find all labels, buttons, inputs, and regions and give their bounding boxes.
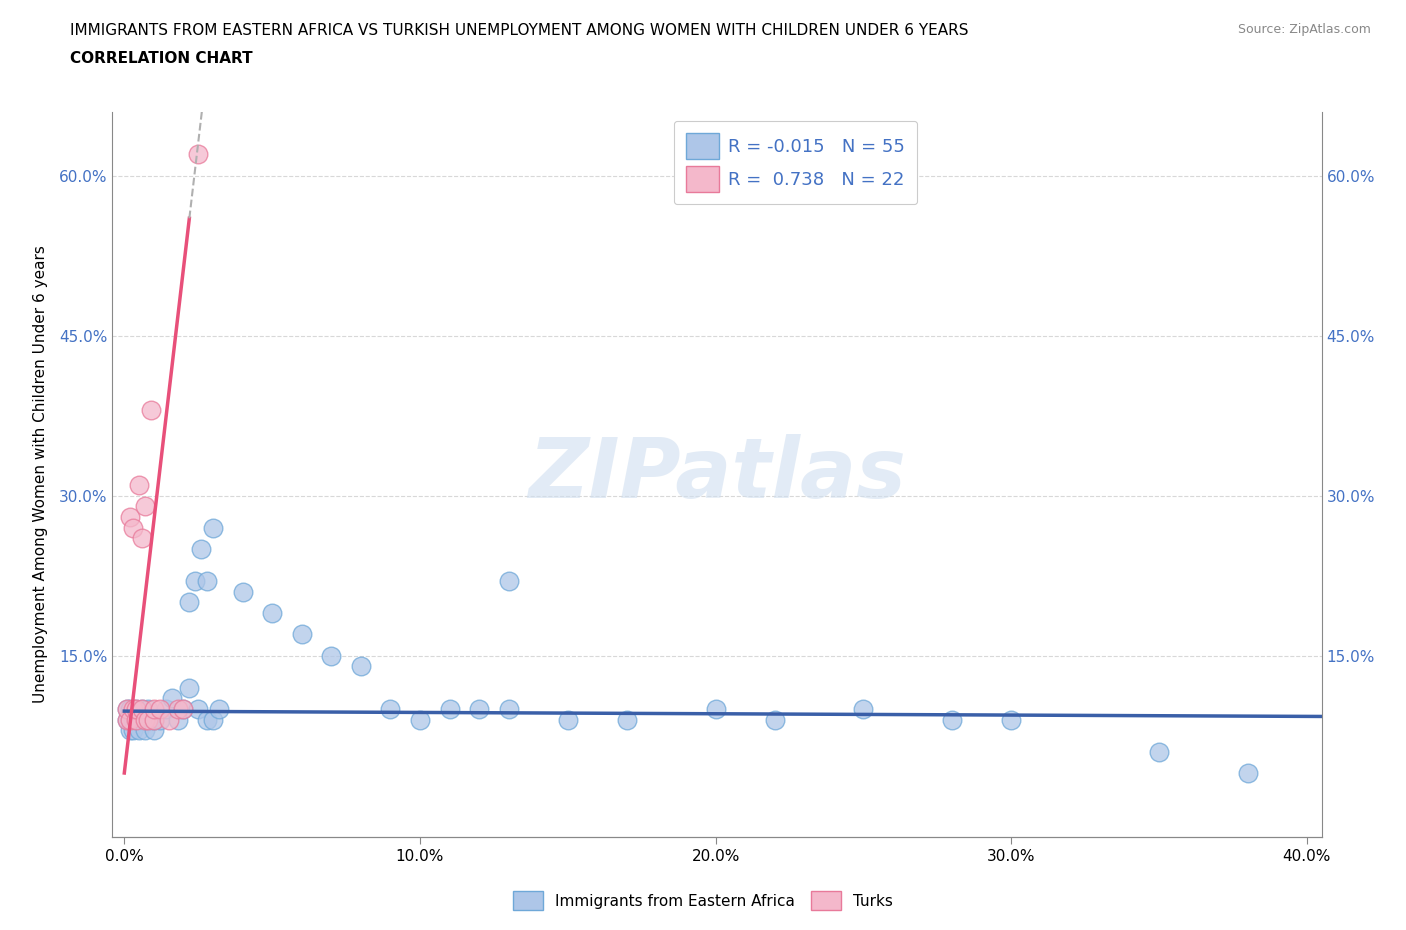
Point: [131, 712, 153, 727]
Legend: Immigrants from Eastern Africa, Turks: Immigrants from Eastern Africa, Turks: [505, 884, 901, 918]
Point: [1147, 744, 1170, 759]
Point: [166, 712, 188, 727]
Point: [131, 531, 153, 546]
Point: [262, 605, 284, 620]
Point: [184, 574, 207, 589]
Point: [125, 701, 148, 716]
Point: [941, 712, 963, 727]
Point: [142, 723, 165, 737]
Point: [128, 712, 150, 727]
Point: [117, 701, 139, 716]
Point: [763, 712, 786, 727]
Point: [120, 712, 142, 727]
Point: [149, 712, 172, 727]
Point: [134, 712, 156, 727]
Point: [208, 701, 231, 716]
Point: [350, 658, 373, 673]
Point: [122, 701, 145, 716]
Point: [122, 712, 145, 727]
Point: [125, 701, 148, 716]
Point: [187, 701, 209, 716]
Point: [120, 701, 142, 716]
Point: [468, 701, 491, 716]
Point: [201, 520, 224, 535]
Point: [321, 648, 343, 663]
Point: [232, 584, 254, 599]
Point: [134, 712, 156, 727]
Point: [498, 701, 520, 716]
Point: [172, 701, 194, 716]
Point: [439, 701, 461, 716]
Point: [149, 701, 172, 716]
Point: [291, 627, 314, 642]
Point: [195, 574, 218, 589]
Point: [187, 147, 209, 162]
Point: [125, 712, 148, 727]
Point: [136, 712, 159, 727]
Point: [122, 520, 145, 535]
Point: [139, 403, 162, 418]
Point: [157, 712, 180, 727]
Point: [134, 498, 156, 513]
Point: [120, 510, 142, 525]
Point: [190, 541, 212, 556]
Point: [557, 712, 579, 727]
Point: [134, 723, 156, 737]
Point: [125, 712, 148, 727]
Point: [120, 712, 142, 727]
Point: [166, 701, 188, 716]
Point: [142, 712, 165, 727]
Point: [136, 712, 159, 727]
Point: [128, 477, 150, 492]
Point: [1000, 712, 1022, 727]
Point: [142, 712, 165, 727]
Point: [155, 701, 177, 716]
Point: [852, 701, 875, 716]
Point: [120, 723, 142, 737]
Point: [172, 701, 194, 716]
Text: CORRELATION CHART: CORRELATION CHART: [70, 51, 253, 66]
Point: [179, 680, 201, 695]
Point: [195, 712, 218, 727]
Point: [616, 712, 638, 727]
Point: [380, 701, 402, 716]
Point: [131, 701, 153, 716]
Point: [139, 712, 162, 727]
Point: [122, 723, 145, 737]
Point: [128, 723, 150, 737]
Text: IMMIGRANTS FROM EASTERN AFRICA VS TURKISH UNEMPLOYMENT AMONG WOMEN WITH CHILDREN: IMMIGRANTS FROM EASTERN AFRICA VS TURKIS…: [70, 23, 969, 38]
Point: [136, 701, 159, 716]
Point: [704, 701, 727, 716]
Point: [131, 701, 153, 716]
Point: [117, 712, 139, 727]
Point: [498, 574, 520, 589]
Text: ZIPatlas: ZIPatlas: [529, 433, 905, 515]
Point: [1236, 765, 1258, 780]
Point: [142, 701, 165, 716]
Legend: R = -0.015   N = 55, R =  0.738   N = 22: R = -0.015 N = 55, R = 0.738 N = 22: [673, 121, 918, 205]
Point: [201, 712, 224, 727]
Point: [117, 701, 139, 716]
Text: Source: ZipAtlas.com: Source: ZipAtlas.com: [1237, 23, 1371, 36]
Point: [117, 712, 139, 727]
Point: [160, 691, 183, 706]
Point: [409, 712, 432, 727]
Y-axis label: Unemployment Among Women with Children Under 6 years: Unemployment Among Women with Children U…: [32, 246, 48, 703]
Point: [179, 595, 201, 610]
